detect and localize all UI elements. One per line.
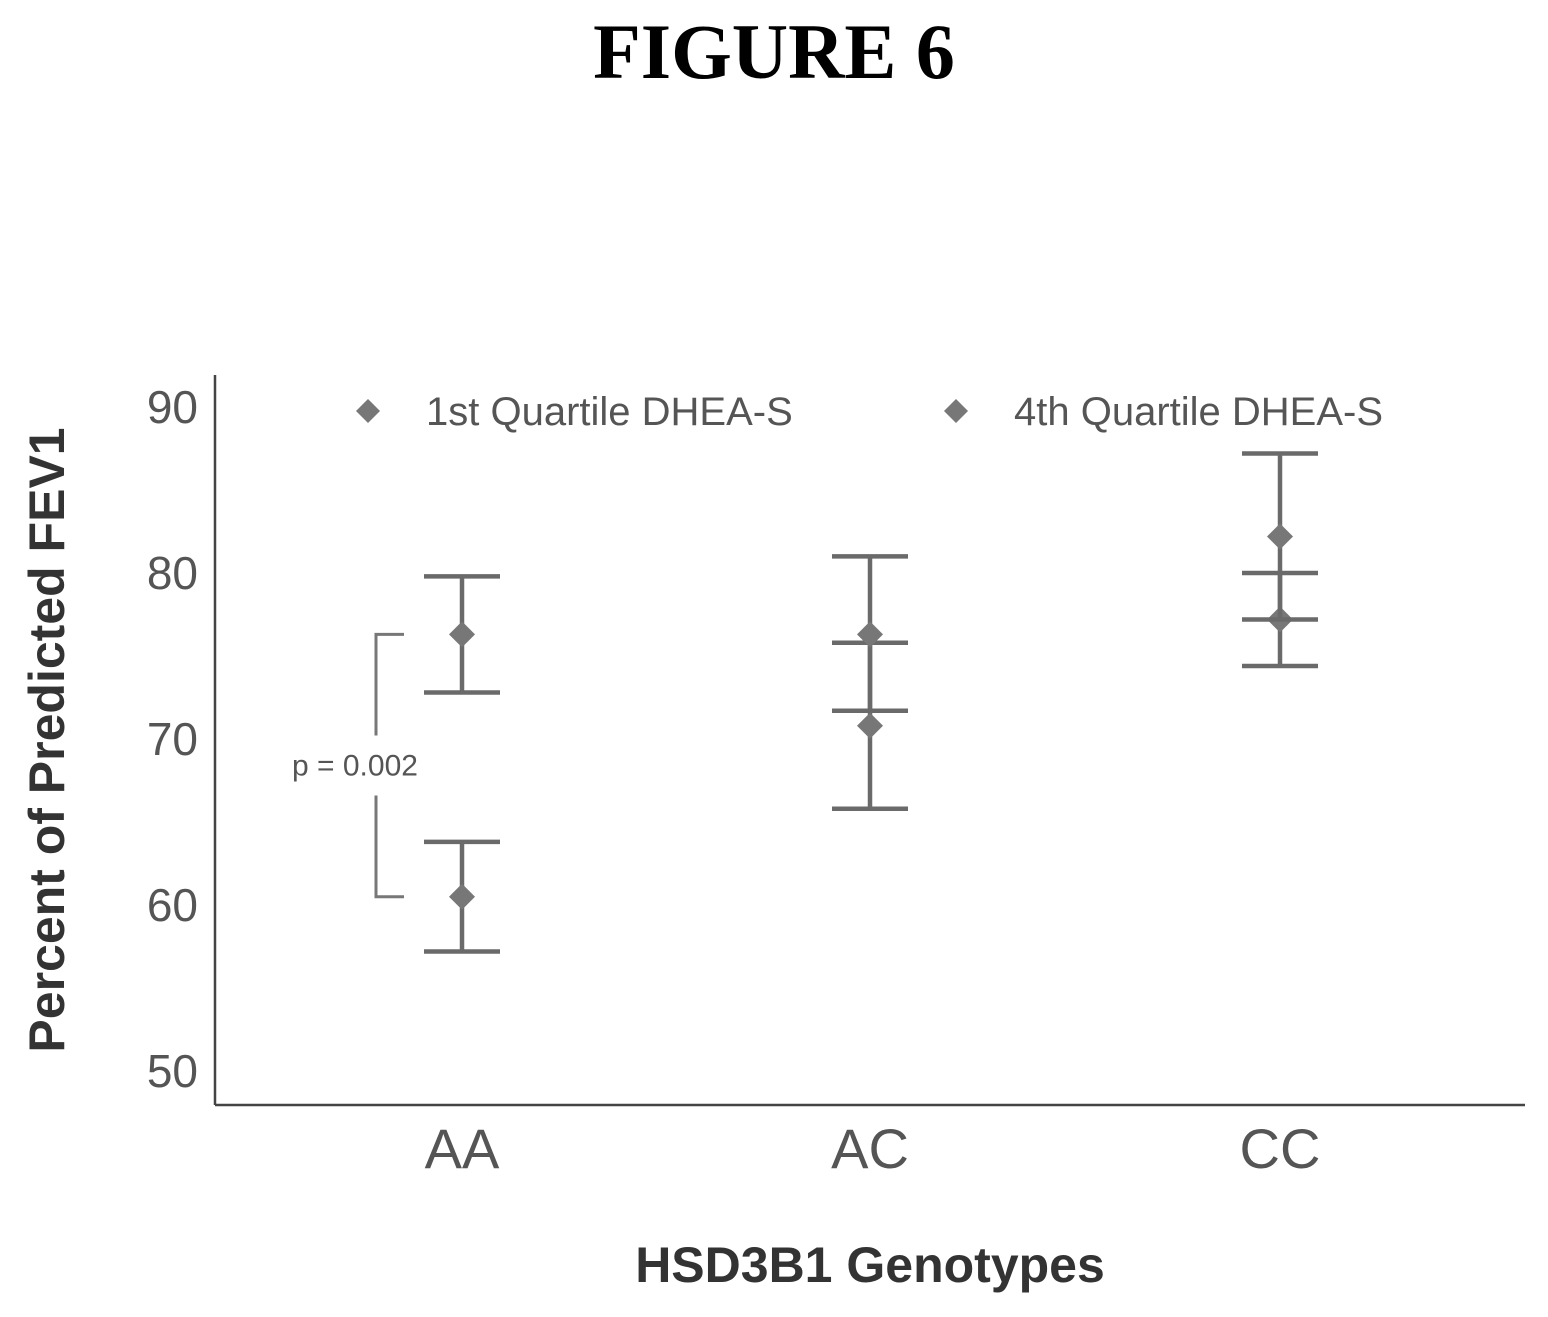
data-point-marker	[449, 621, 475, 648]
legend-label: 4th Quartile DHEA-S	[1014, 390, 1383, 434]
annotation-bracket-upper	[374, 632, 404, 736]
x-category-labels: AA AC CC	[425, 1117, 1321, 1180]
y-tick-label: 70	[147, 713, 198, 765]
y-tick-labels: 50 60 70 80 90	[147, 381, 198, 1097]
data-point-marker	[857, 621, 883, 648]
legend-marker	[356, 399, 380, 423]
x-category-label: AA	[425, 1117, 500, 1180]
figure-title: FIGURE 6	[593, 8, 955, 95]
data-point-marker	[857, 712, 883, 739]
y-tick-label: 50	[147, 1045, 198, 1097]
data-point-marker	[449, 883, 475, 910]
x-category-label: AC	[831, 1117, 909, 1180]
x-category-label: CC	[1240, 1117, 1321, 1180]
data-marks	[424, 451, 1318, 954]
legend-label: 1st Quartile DHEA-S	[426, 390, 793, 434]
y-tick-label: 80	[147, 547, 198, 599]
y-tick-label: 90	[147, 381, 198, 433]
y-axis-title: Percent of Predicted FEV1	[19, 427, 75, 1052]
legend-marker	[944, 399, 968, 423]
annotations: p = 0.002	[292, 632, 418, 899]
legend: 1st Quartile DHEA-S 4th Quartile DHEA-S	[356, 390, 1383, 434]
annotation-bracket-lower	[374, 795, 404, 899]
plot-area: 50 60 70 80 90 AA AC CC p = 0.002	[147, 375, 1525, 1180]
y-tick-label: 60	[147, 879, 198, 931]
x-axis-title: HSD3B1 Genotypes	[635, 1237, 1105, 1293]
data-point-marker	[1267, 523, 1293, 550]
annotation-text: p = 0.002	[292, 750, 418, 783]
